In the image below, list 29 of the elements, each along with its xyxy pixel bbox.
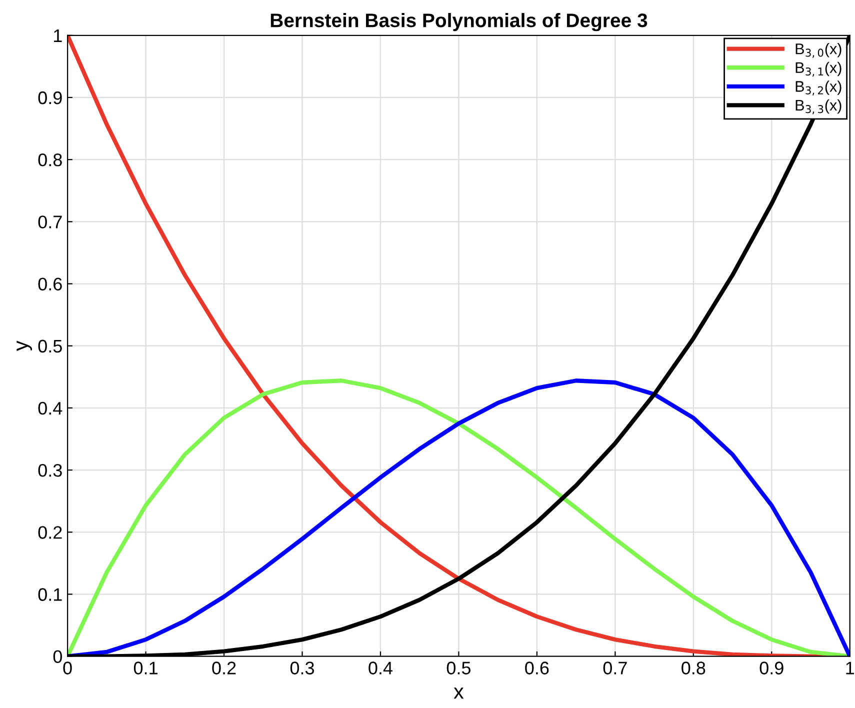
y-axis-title: y: [16, 340, 32, 352]
y-tick-label: 0.8: [38, 154, 62, 166]
x-tick-label: 0.7: [603, 662, 627, 674]
x-tick-label: 0.4: [368, 662, 392, 674]
y-tick-label: 0.6: [38, 278, 62, 290]
y-tick-label: 0.2: [38, 526, 62, 539]
y-tick-label: 0.7: [38, 216, 62, 228]
x-axis-title: x: [454, 688, 464, 699]
y-tick-label: 1: [54, 30, 62, 42]
x-tick-label: 0.9: [760, 662, 784, 674]
x-tick-label: 0.2: [212, 662, 236, 674]
legend-label: B$_{3,2}$(x): [796, 80, 842, 96]
x-tick-label: 0.5: [446, 662, 470, 674]
legend-label: B$_{3,3}$(x): [796, 99, 842, 114]
y-tick-label: 0.3: [38, 464, 62, 477]
y-tick-label: 0.4: [38, 402, 62, 415]
legend-label: B$_{3,0}$(x): [796, 43, 842, 58]
x-tick-label: 0.3: [290, 662, 314, 674]
y-tick-label: 0.5: [38, 340, 62, 353]
y-tick-label: 0.9: [38, 91, 62, 104]
y-tick-label: 0: [53, 650, 62, 664]
y-tick-label: 0.1: [38, 588, 62, 601]
x-tick-label: 0.6: [525, 662, 549, 674]
x-tick-label: 0.8: [682, 662, 706, 674]
legend-label: B$_{3,1}$(x): [796, 62, 842, 77]
x-tick-label: 0.1: [134, 662, 158, 674]
x-tick-label: 0: [63, 662, 72, 674]
x-tick-label: 1: [846, 662, 854, 674]
chart-title: Bernstein Basis Polynomials of Degree 3: [270, 12, 648, 32]
